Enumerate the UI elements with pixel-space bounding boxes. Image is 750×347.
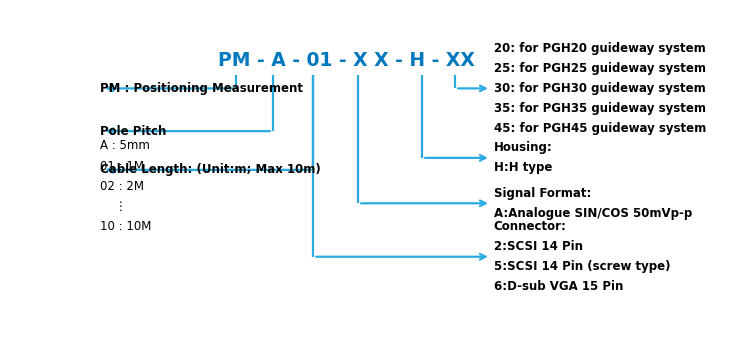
Text: Cable Length: (Unit:m; Max 10m): Cable Length: (Unit:m; Max 10m)	[100, 163, 320, 176]
Text: 20: for PGH20 guideway system
25: for PGH25 guideway system
30: for PGH30 guidew: 20: for PGH20 guideway system 25: for PG…	[494, 42, 706, 135]
Text: Pole Pitch: Pole Pitch	[100, 125, 166, 138]
Text: Signal Format:
A:Analogue SIN/COS 50mVp-p: Signal Format: A:Analogue SIN/COS 50mVp-…	[494, 187, 692, 220]
Text: 01 : 1M
02 : 2M
    ⋮
10 : 10M: 01 : 1M 02 : 2M ⋮ 10 : 10M	[100, 160, 151, 233]
Text: Housing:
H:H type: Housing: H:H type	[494, 141, 553, 175]
Text: Connector:
2:SCSI 14 Pin
5:SCSI 14 Pin (screw type)
6:D-sub VGA 15 Pin: Connector: 2:SCSI 14 Pin 5:SCSI 14 Pin (…	[494, 220, 670, 293]
Text: A : 5mm: A : 5mm	[100, 139, 149, 152]
Text: PM : Positioning Measurement: PM : Positioning Measurement	[100, 82, 302, 95]
Text: PM - A - 01 - X X - H - XX: PM - A - 01 - X X - H - XX	[218, 51, 475, 70]
